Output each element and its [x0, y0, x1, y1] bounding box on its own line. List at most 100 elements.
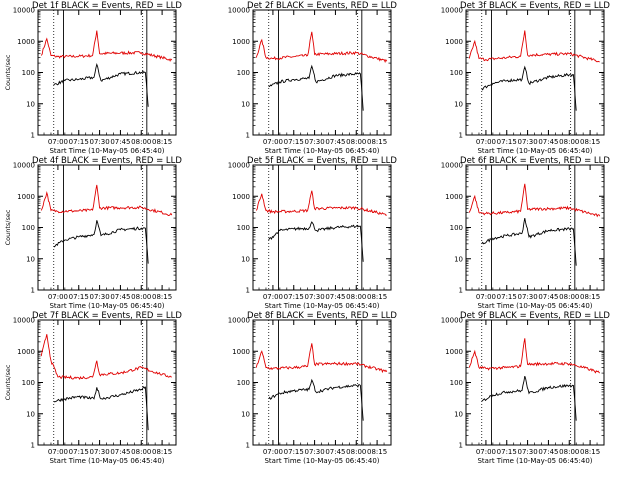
y-tick-label: 10 — [241, 410, 250, 418]
y-tick-label: 100 — [22, 224, 35, 232]
y-tick-label: 1000 — [17, 193, 35, 201]
y-tick-label: 100 — [237, 379, 250, 387]
x-tick-label: 07:15 — [284, 448, 304, 456]
x-tick-label: 07:30 — [517, 293, 537, 301]
x-tick-label: 07:45 — [538, 138, 558, 146]
y-tick-label: 1000 — [232, 38, 250, 46]
x-tick-label: 07:30 — [89, 448, 109, 456]
x-tick-label: 08:15 — [580, 293, 600, 301]
chart-title: Det 8f BLACK = Events, RED = LLD — [247, 311, 397, 321]
x-axis-label: Start Time (10-May-05 06:45:40) — [264, 302, 379, 310]
chart-panel-5: Det 5f BLACK = Events, RED = LLD 1 10 100 10… — [228, 156, 398, 310]
chart-panel-3: Det 3f BLACK = Events, RED = LLD 1 10 100 10… — [441, 1, 611, 155]
x-tick-label: 08:00 — [559, 138, 579, 146]
chart-title: Det 5f BLACK = Events, RED = LLD — [247, 156, 397, 166]
x-tick-label: 08:15 — [367, 293, 387, 301]
x-tick-label: 08:15 — [152, 293, 172, 301]
x-tick-label: 07:30 — [304, 293, 324, 301]
y-tick-label: 100 — [450, 69, 463, 77]
x-tick-label: 07:30 — [304, 138, 324, 146]
y-tick-label: 10000 — [441, 7, 463, 15]
x-tick-label: 07:00 — [476, 138, 496, 146]
series-line-lld-red — [40, 30, 173, 62]
chart-title: Det 3f BLACK = Events, RED = LLD — [460, 1, 610, 11]
x-tick-label: 08:15 — [152, 138, 172, 146]
x-axis-label: Start Time (10-May-05 06:45:40) — [264, 147, 379, 155]
series-line-lld-red — [40, 184, 173, 216]
series-line-lld-red — [40, 334, 172, 380]
chart-panel-2: Det 2f BLACK = Events, RED = LLD 1 10 100 10… — [228, 1, 398, 155]
x-axis-label: Start Time (10-May-05 06:45:40) — [49, 147, 164, 155]
y-tick-label: 10000 — [228, 317, 250, 325]
x-tick-label: 07:00 — [476, 448, 496, 456]
y-tick-label: 100 — [22, 69, 35, 77]
x-tick-label: 07:45 — [325, 138, 345, 146]
plot-frame — [252, 319, 392, 446]
series-line-events-black — [268, 221, 364, 262]
y-tick-label: 10000 — [228, 7, 250, 15]
x-tick-label: 07:15 — [497, 448, 517, 456]
chart-panel-8: Det 8f BLACK = Events, RED = LLD 1 10 100 10… — [228, 311, 398, 465]
y-tick-label: 100 — [450, 379, 463, 387]
y-axis-label: Counts/sec — [4, 54, 12, 90]
x-tick-label: 07:45 — [325, 448, 345, 456]
y-tick-label: 10000 — [441, 317, 463, 325]
x-tick-label: 08:15 — [367, 448, 387, 456]
series-line-lld-red — [468, 183, 601, 218]
x-tick-label: 08:00 — [559, 448, 579, 456]
y-tick-label: 10000 — [13, 317, 35, 325]
x-tick-label: 07:00 — [263, 448, 283, 456]
chart-title: Det 4f BLACK = Events, RED = LLD — [32, 156, 182, 166]
x-axis-label: Start Time (10-May-05 06:45:40) — [477, 457, 592, 465]
y-tick-label: 10 — [454, 410, 463, 418]
y-tick-label: 1 — [459, 442, 463, 450]
x-axis-label: Start Time (10-May-05 06:45:40) — [264, 457, 379, 465]
x-tick-label: 07:45 — [325, 293, 345, 301]
x-tick-label: 08:00 — [346, 138, 366, 146]
x-tick-label: 07:00 — [263, 293, 283, 301]
x-tick-label: 07:45 — [110, 293, 130, 301]
x-axis-label: Start Time (10-May-05 06:45:40) — [49, 302, 164, 310]
y-tick-label: 1000 — [445, 38, 463, 46]
y-tick-label: 10 — [26, 410, 35, 418]
plot-frame — [252, 9, 392, 136]
x-tick-label: 08:00 — [131, 138, 151, 146]
x-tick-label: 07:00 — [48, 448, 68, 456]
y-tick-label: 100 — [237, 224, 250, 232]
series-line-events-black — [53, 220, 149, 264]
chart-panel-7: Det 7f BLACK = Events, RED = LLD 1 10 100 10… — [4, 311, 182, 465]
x-tick-label: 07:00 — [263, 138, 283, 146]
series-line-events-black — [268, 64, 364, 111]
plot-frame — [465, 319, 605, 446]
x-tick-label: 08:00 — [559, 293, 579, 301]
chart-title: Det 2f BLACK = Events, RED = LLD — [247, 1, 397, 11]
x-tick-label: 07:30 — [517, 138, 537, 146]
x-tick-label: 07:15 — [69, 138, 89, 146]
y-tick-label: 10 — [26, 255, 35, 263]
series-line-lld-red — [255, 343, 388, 374]
x-tick-label: 08:00 — [346, 448, 366, 456]
x-tick-label: 07:45 — [538, 293, 558, 301]
y-tick-label: 1000 — [445, 193, 463, 201]
plot-frame — [465, 9, 605, 136]
x-axis-label: Start Time (10-May-05 06:45:40) — [477, 302, 592, 310]
series-line-events-black — [481, 65, 577, 111]
y-tick-label: 1000 — [232, 348, 250, 356]
x-tick-label: 07:00 — [476, 293, 496, 301]
y-axis-label: Counts/sec — [4, 209, 12, 245]
y-axis-label: Counts/sec — [4, 364, 12, 400]
y-tick-label: 10000 — [228, 162, 250, 170]
y-tick-label: 100 — [22, 379, 35, 387]
x-tick-label: 08:00 — [131, 293, 151, 301]
chart-panel-9: Det 9f BLACK = Events, RED = LLD 1 10 100 10… — [441, 311, 611, 465]
chart-title: Det 6f BLACK = Events, RED = LLD — [460, 156, 610, 166]
plot-frame — [37, 9, 177, 136]
x-tick-label: 07:30 — [89, 138, 109, 146]
x-tick-label: 08:15 — [580, 138, 600, 146]
chart-panel-1: Det 1f BLACK = Events, RED = LLD 1 10 100 10… — [4, 1, 182, 155]
y-tick-label: 1000 — [17, 348, 35, 356]
series-line-lld-red — [255, 31, 388, 63]
x-tick-label: 07:00 — [48, 293, 68, 301]
x-tick-label: 07:15 — [69, 293, 89, 301]
y-tick-label: 1000 — [445, 348, 463, 356]
